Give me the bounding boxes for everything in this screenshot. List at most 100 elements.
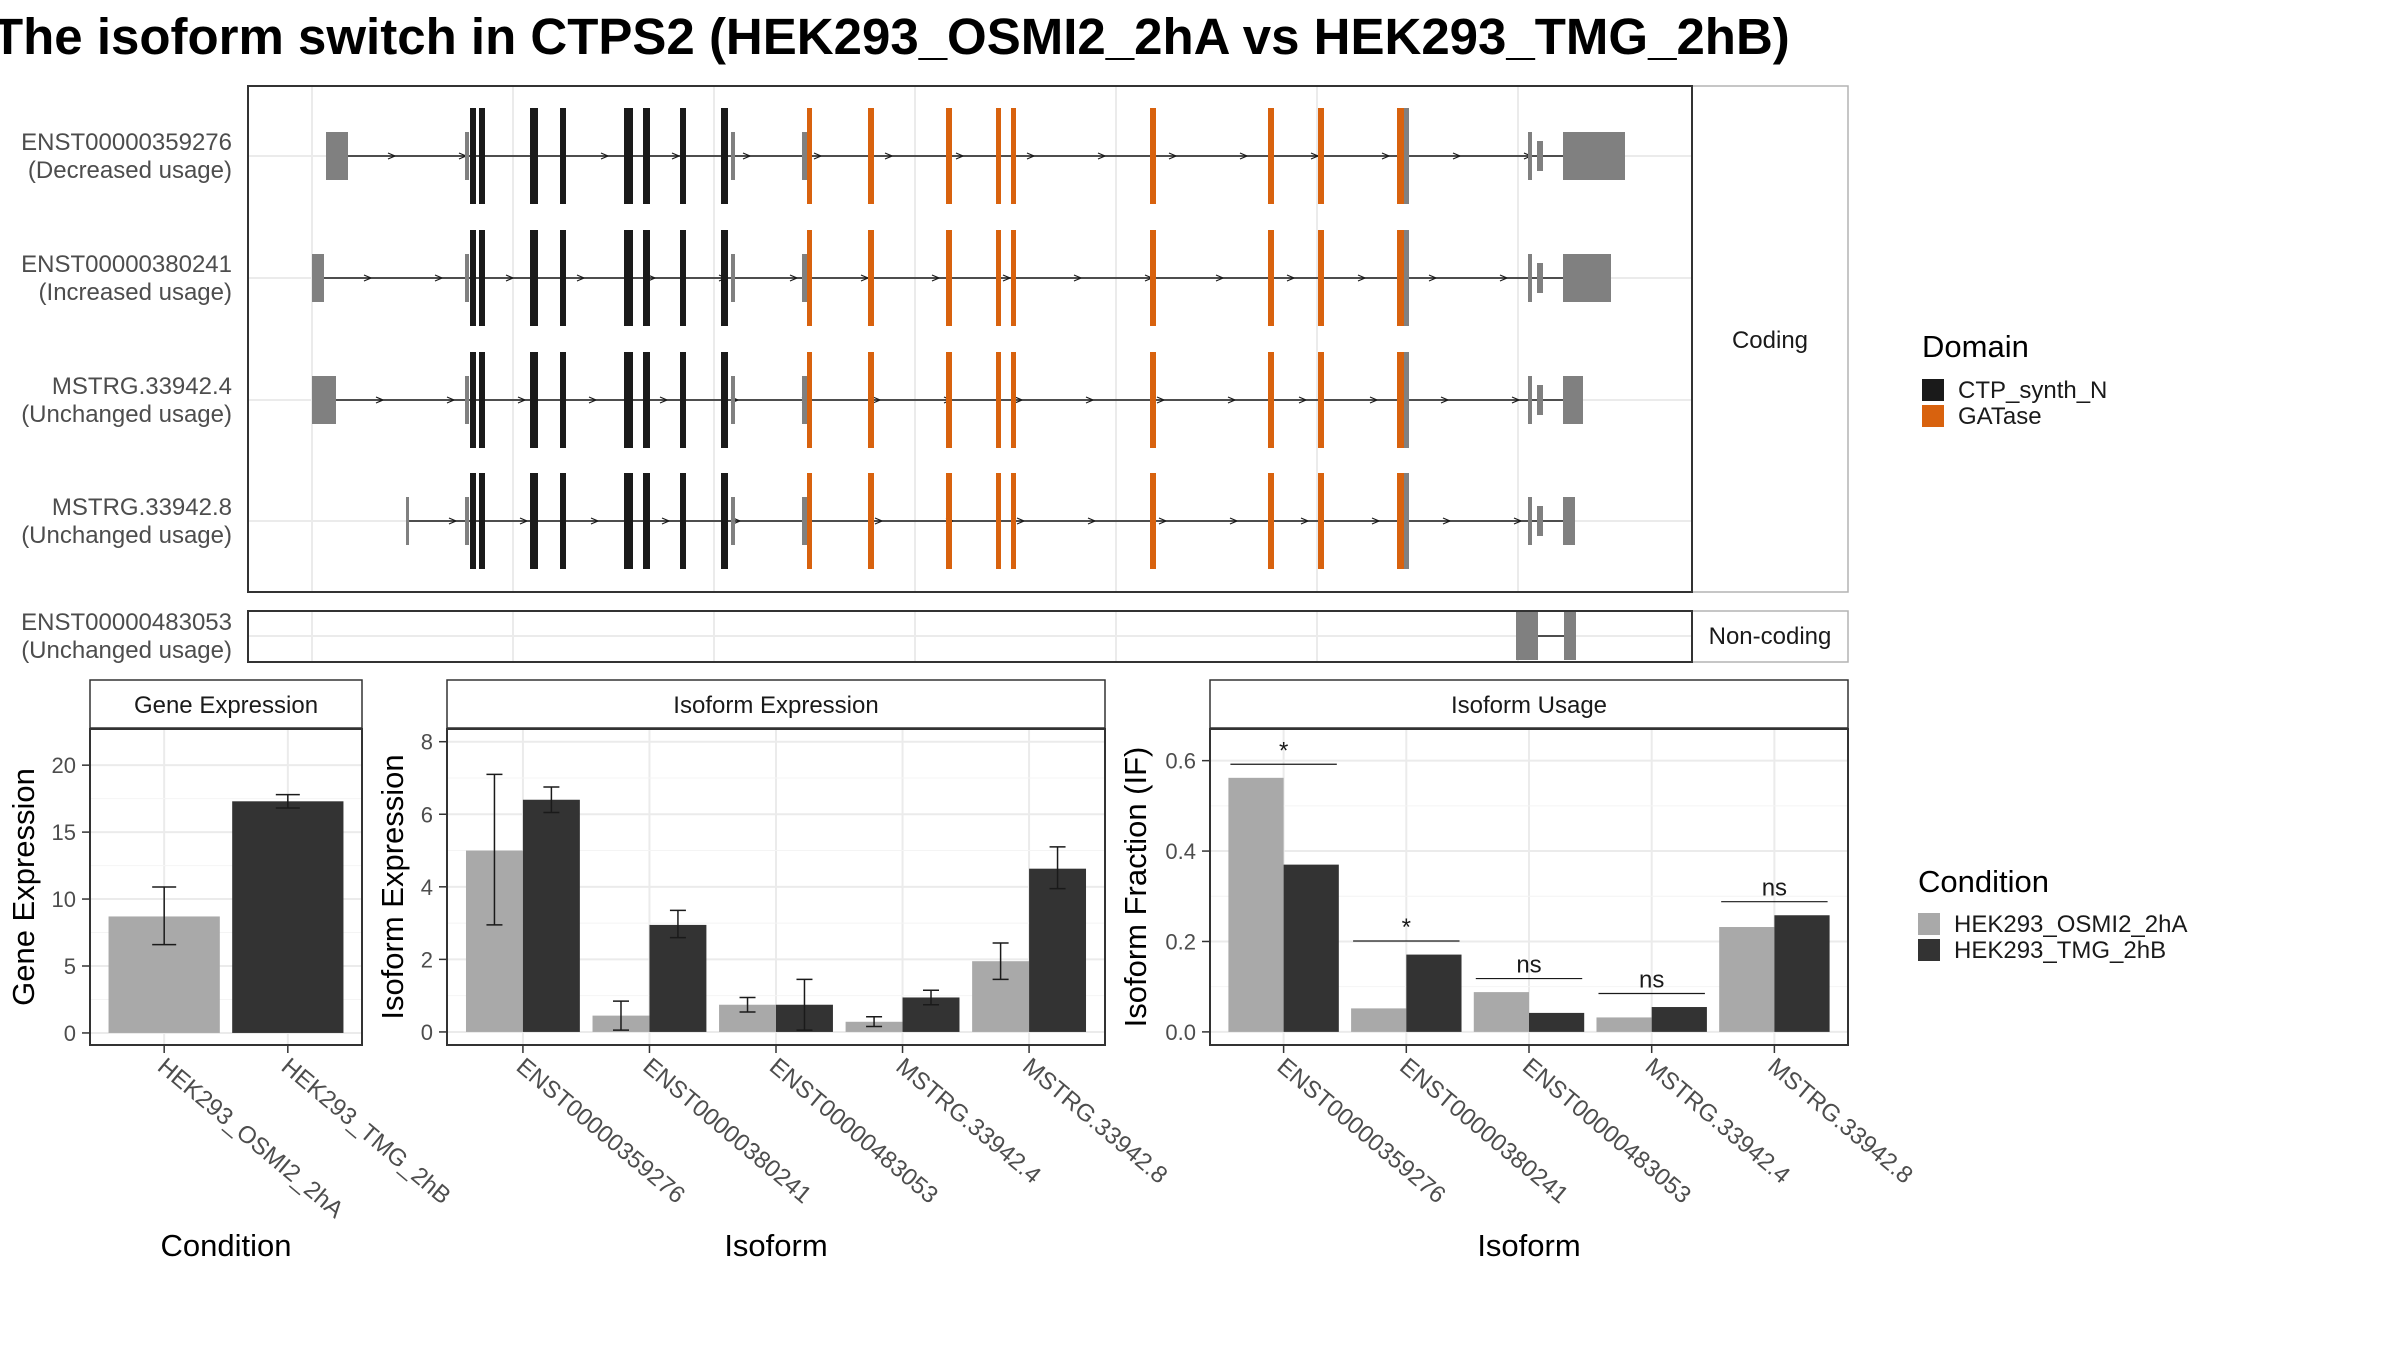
transcript-track xyxy=(312,230,1611,326)
gatase-exon xyxy=(1268,108,1274,204)
noncoding-exon xyxy=(1516,612,1538,660)
transcript-usage-label: (Unchanged usage) xyxy=(21,522,232,549)
gatase-exon xyxy=(1268,230,1274,326)
utr-exon xyxy=(465,376,469,424)
transcript-structure-panel: Coding Non-coding ENST00000359276(Decrease… xyxy=(21,85,1849,664)
utr-exon xyxy=(1563,497,1575,545)
gatase-exon xyxy=(868,352,874,448)
y-tick-label: 2 xyxy=(421,947,433,972)
y-tick-label: 15 xyxy=(52,820,76,845)
ctp-synth-n-exon xyxy=(530,473,538,569)
intron-arrow xyxy=(1452,152,1462,160)
ctp-synth-n-exon xyxy=(624,473,633,569)
gatase-exon xyxy=(868,230,874,326)
gatase-exon xyxy=(1150,352,1156,448)
y-tick-label: 4 xyxy=(421,875,433,900)
utr-exon xyxy=(1528,376,1532,424)
bar xyxy=(1029,868,1087,1032)
significance-label: * xyxy=(1279,737,1288,764)
utr-exon xyxy=(1537,141,1543,171)
condition-legend-label: HEK293_OSMI2_2hA xyxy=(1954,911,2187,938)
intron-arrow xyxy=(519,517,529,525)
noncoding-strip xyxy=(1691,610,1849,663)
gatase-exon xyxy=(996,352,1001,448)
y-tick-label: 6 xyxy=(421,802,433,827)
intron-arrow xyxy=(661,517,671,525)
domain-legend-label: GATase xyxy=(1958,403,2042,430)
panel-strip xyxy=(89,679,363,729)
intron-arrow xyxy=(1440,396,1450,404)
utr-exon xyxy=(731,254,735,302)
intron-arrow xyxy=(1511,396,1521,404)
panel-strip xyxy=(1209,679,1849,729)
intron-arrow xyxy=(1369,396,1379,404)
panel-title: Isoform Expression xyxy=(673,692,878,719)
utr-exon xyxy=(465,132,469,180)
x-axis-title: Condition xyxy=(161,1228,292,1263)
intron-arrow xyxy=(1381,152,1391,160)
transcript-id-label: ENST00000380241 xyxy=(21,251,232,278)
gatase-exon xyxy=(1150,108,1156,204)
gatase-exon xyxy=(946,352,952,448)
y-tick-label: 0.6 xyxy=(1165,749,1196,774)
transcript-usage-label: (Decreased usage) xyxy=(28,157,232,184)
intron-arrow xyxy=(1513,517,1523,525)
ctp-synth-n-exon xyxy=(479,352,485,448)
bar xyxy=(1596,1017,1652,1032)
intron-arrow xyxy=(1016,517,1026,525)
utr-exon xyxy=(1563,254,1611,302)
condition-legend-title: Condition xyxy=(1918,864,2049,899)
transcript-track xyxy=(312,352,1583,448)
intron-arrow xyxy=(1239,152,1249,160)
gatase-exon xyxy=(807,230,812,326)
gatase-exon xyxy=(1397,108,1404,204)
gatase-exon xyxy=(1318,352,1324,448)
panel-border xyxy=(89,728,363,1046)
gatase-exon xyxy=(807,352,812,448)
utr-exon xyxy=(1537,263,1543,293)
transcript-id-label: MSTRG.33942.4 xyxy=(52,373,232,400)
gatase-exon xyxy=(1397,473,1404,569)
ctp-synth-n-exon xyxy=(470,230,476,326)
ctp-synth-n-exon xyxy=(643,352,650,448)
domain-legend-title: Domain xyxy=(1922,329,2029,364)
utr-exon xyxy=(1404,352,1409,448)
ctp-synth-n-exon xyxy=(680,230,686,326)
intron-arrow xyxy=(931,274,941,282)
y-axis-title: Isoform Expression xyxy=(375,754,410,1019)
figure-title: The isoform switch in CTPS2 (HEK293_OSMI… xyxy=(0,8,1790,65)
coding-panel-border xyxy=(247,85,1693,593)
noncoding-exon xyxy=(1564,612,1576,660)
utr-exon xyxy=(802,376,807,424)
ctp-synth-n-exon xyxy=(624,108,633,204)
intron-arrow xyxy=(732,517,742,525)
intron-arrow xyxy=(789,274,799,282)
bar xyxy=(1719,927,1775,1032)
x-axis-title: Isoform xyxy=(724,1228,827,1263)
intron-arrow xyxy=(659,396,669,404)
intron-arrow xyxy=(1158,517,1168,525)
transcript-usage-label: (Unchanged usage) xyxy=(21,637,232,664)
gatase-exon xyxy=(1150,473,1156,569)
utr-exon xyxy=(1537,506,1543,536)
intron-arrow xyxy=(955,152,965,160)
intron-arrow xyxy=(590,517,600,525)
utr-exon xyxy=(312,254,324,302)
utr-exon xyxy=(1404,230,1409,326)
utr-exon xyxy=(1537,385,1543,415)
bar xyxy=(1473,992,1529,1032)
y-tick-label: 0 xyxy=(421,1020,433,1045)
intron-arrow xyxy=(1085,396,1095,404)
utr-exon xyxy=(1404,108,1409,204)
intron-arrow xyxy=(1227,396,1237,404)
ctp-synth-n-exon xyxy=(470,352,476,448)
utr-exon xyxy=(326,132,348,180)
ctp-synth-n-exon xyxy=(680,352,686,448)
gatase-exon xyxy=(996,108,1001,204)
intron-arrow xyxy=(1357,274,1367,282)
bar xyxy=(232,801,344,1033)
panel-title: Gene Expression xyxy=(134,692,318,719)
